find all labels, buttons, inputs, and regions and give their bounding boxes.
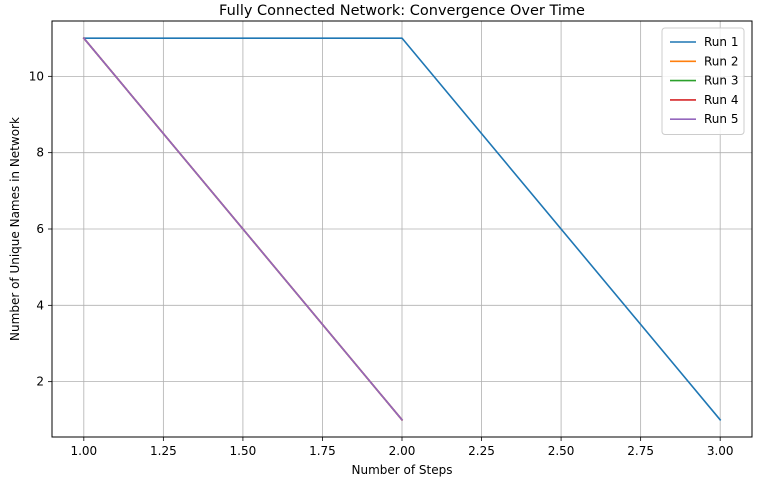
y-tick-label: 4 <box>36 298 44 312</box>
series-lines <box>82 37 722 421</box>
x-tick-label: 1.50 <box>230 444 257 458</box>
x-tick-label: 2.50 <box>548 444 575 458</box>
x-tick-label: 1.25 <box>150 444 177 458</box>
x-axis-label: Number of Steps <box>352 463 453 477</box>
chart-title: Fully Connected Network: Convergence Ove… <box>219 3 585 19</box>
legend-label: Run 3 <box>704 74 738 88</box>
y-tick-label: 10 <box>29 69 44 83</box>
x-tick-label: 1.00 <box>70 444 97 458</box>
x-tick-label: 1.75 <box>309 444 336 458</box>
legend: Run 1 Run 2 Run 3 Run 4 Run 5 <box>661 27 745 135</box>
legend-box <box>661 27 745 135</box>
x-tick-label: 2.75 <box>627 444 654 458</box>
grid <box>52 21 752 437</box>
x-tick-label: 3.00 <box>707 444 734 458</box>
legend-label: Run 5 <box>704 112 738 126</box>
series-line-run-5 <box>82 37 404 421</box>
y-axis-label: Number of Unique Names in Network <box>8 117 22 341</box>
y-tick-label: 8 <box>36 146 44 160</box>
legend-label: Run 4 <box>704 93 738 107</box>
legend-label: Run 2 <box>704 54 738 68</box>
axis-ticks: 1.00 1.25 1.50 1.75 2.00 2.25 2.50 2.75 3.00 2 4 6 8… <box>29 69 734 458</box>
legend-label: Run 1 <box>704 35 738 49</box>
y-tick-label: 2 <box>36 375 44 389</box>
y-tick-label: 6 <box>36 222 44 236</box>
x-tick-label: 2.25 <box>468 444 495 458</box>
x-tick-label: 2.00 <box>389 444 416 458</box>
series-line-run-1 <box>83 37 722 421</box>
